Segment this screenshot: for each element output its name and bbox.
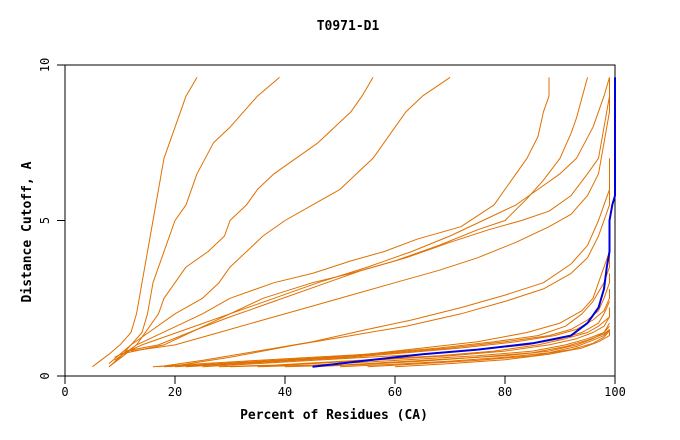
x-tick-label: 0 — [61, 385, 68, 399]
x-tick-label: 100 — [604, 385, 626, 399]
y-tick-label: 10 — [38, 58, 52, 72]
model-series-line-21 — [312, 329, 610, 368]
model-series-line-14 — [174, 273, 610, 368]
model-series-line-18 — [229, 316, 610, 368]
model-series-line-12 — [152, 236, 610, 368]
model-series-line-9 — [130, 96, 610, 352]
model-series-line-4 — [108, 76, 451, 364]
x-axis-ticks: 0 20 40 60 80 100 — [61, 376, 626, 399]
x-tick-label: 40 — [278, 385, 292, 399]
chart-title: T0971-D1 — [317, 19, 380, 34]
model-series-line-8 — [125, 77, 610, 352]
model-series-line-1 — [92, 77, 198, 368]
y-axis-label: Distance Cutoff, A — [20, 161, 35, 302]
x-tick-label: 80 — [498, 385, 512, 399]
y-axis-ticks: 0 5 10 — [38, 58, 65, 380]
model-series-line-7 — [119, 77, 610, 355]
model-series-line-2 — [108, 77, 280, 368]
model-series-line-15 — [185, 288, 610, 368]
model-series-line-3 — [108, 77, 374, 368]
x-tick-label: 20 — [168, 385, 182, 399]
series-layer — [92, 76, 616, 368]
x-axis-label: Percent of Residues (CA) — [240, 408, 428, 423]
x-tick-label: 60 — [388, 385, 402, 399]
y-tick-label: 0 — [38, 372, 52, 379]
model-series-line-24 — [394, 329, 610, 368]
model-series-line-5 — [114, 77, 550, 361]
model-series-line-23 — [367, 330, 610, 368]
model-series-line-17 — [218, 307, 610, 368]
model-series-line-11 — [169, 189, 610, 368]
highlight-series-line — [312, 77, 616, 368]
y-tick-label: 5 — [38, 217, 52, 224]
model-series-line-6 — [114, 77, 588, 358]
model-series-line-13 — [163, 251, 610, 368]
model-series-line-10 — [158, 158, 610, 368]
